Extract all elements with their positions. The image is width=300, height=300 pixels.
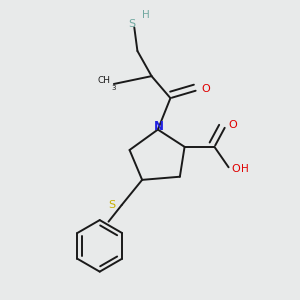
Text: N: N [154, 120, 164, 133]
Text: S: S [128, 19, 135, 29]
Text: H: H [241, 164, 249, 173]
Text: O: O [202, 84, 210, 94]
Text: O: O [228, 120, 237, 130]
Text: 3: 3 [111, 85, 116, 91]
Text: CH: CH [98, 76, 111, 85]
Text: O: O [231, 164, 240, 173]
Text: S: S [109, 200, 116, 210]
Text: H: H [142, 11, 150, 20]
